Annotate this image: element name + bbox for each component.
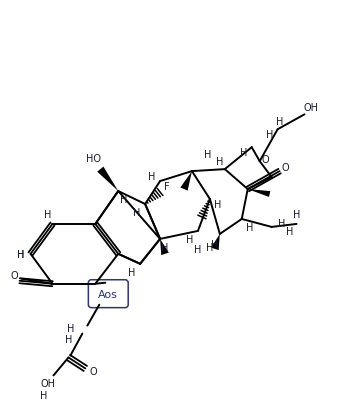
Text: H: H (134, 207, 141, 218)
Text: H: H (186, 234, 194, 244)
Text: H: H (67, 323, 74, 333)
Text: O: O (11, 270, 18, 280)
Text: H: H (129, 267, 136, 277)
Text: H: H (278, 218, 285, 228)
Text: H: H (266, 130, 273, 140)
Polygon shape (97, 167, 118, 191)
Text: O: O (282, 163, 289, 173)
Text: F: F (164, 182, 170, 191)
Text: OH: OH (304, 103, 319, 113)
Text: H: H (17, 249, 24, 259)
Text: H: H (214, 200, 222, 209)
Text: H: H (206, 242, 214, 252)
Text: H: H (65, 334, 72, 344)
Text: H: H (44, 209, 51, 220)
Text: H: H (216, 157, 224, 167)
Text: O: O (89, 366, 97, 377)
Text: H: H (211, 239, 219, 249)
Text: H: H (148, 172, 156, 182)
Text: H: H (17, 249, 24, 259)
Polygon shape (180, 172, 192, 191)
Polygon shape (160, 239, 169, 256)
Polygon shape (248, 190, 270, 198)
Text: H: H (246, 222, 253, 232)
Text: H: H (204, 150, 211, 160)
Text: H: H (161, 242, 169, 252)
Text: OH: OH (40, 378, 55, 389)
Text: HO: HO (86, 154, 101, 164)
Text: H: H (276, 117, 283, 127)
Text: H: H (40, 391, 47, 400)
Text: H: H (286, 226, 293, 236)
Text: Aos: Aos (98, 289, 118, 299)
Text: H: H (120, 195, 127, 204)
Text: H: H (194, 244, 202, 254)
Text: H: H (293, 209, 300, 220)
Polygon shape (211, 234, 220, 250)
Text: H: H (240, 148, 247, 158)
Text: O: O (262, 155, 270, 165)
FancyBboxPatch shape (88, 280, 128, 308)
